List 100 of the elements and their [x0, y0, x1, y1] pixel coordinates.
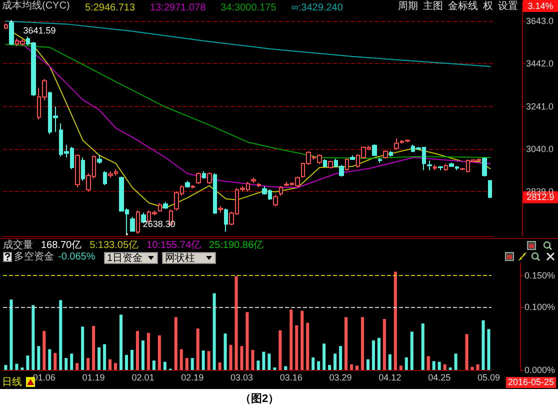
- candlestick: [191, 184, 195, 189]
- candlestick: [202, 170, 206, 180]
- text: 成交量: [3, 240, 33, 251]
- bar: [42, 330, 46, 370]
- bar: [421, 323, 424, 370]
- candlestick: [372, 144, 377, 156]
- bar: [234, 276, 238, 370]
- bar: [366, 359, 370, 370]
- candlestick: [345, 158, 349, 172]
- bar: [130, 350, 134, 370]
- candlestick: [130, 216, 135, 232]
- bar: [190, 358, 194, 370]
- candlestick: [251, 177, 256, 184]
- annotation: 3641.59: [23, 25, 56, 36]
- bar: [59, 300, 62, 370]
- candlestick: [394, 138, 399, 150]
- candlestick: [482, 157, 487, 178]
- annotation: 2638.30: [142, 219, 176, 230]
- y-tick-label: 3040.0: [526, 144, 554, 154]
- x-tick-label: 03.16: [280, 372, 302, 382]
- bar: [290, 310, 293, 370]
- text: 25:190.86亿: [209, 240, 264, 251]
- text: 日线: [2, 377, 22, 388]
- candlestick: [207, 172, 212, 185]
- text: 13:2971.078: [150, 2, 206, 14]
- bar: [124, 354, 128, 370]
- bar: [273, 367, 276, 370]
- candlestick: [389, 150, 393, 157]
- y-tick-label: 0.000%: [524, 365, 556, 375]
- bar: [404, 357, 408, 370]
- bar: [256, 360, 260, 370]
- candlestick: [378, 157, 382, 164]
- candlestick: [383, 150, 388, 160]
- bar: [152, 360, 156, 370]
- chart-title: 多空资金: [14, 250, 54, 262]
- bar: [372, 340, 375, 370]
- y-tick-label: 3241.0: [526, 101, 554, 112]
- bar: [454, 354, 458, 370]
- x-tick-label: 04.12: [378, 372, 402, 382]
- bar: [334, 354, 337, 370]
- candlestick: [4, 22, 8, 30]
- bar: [394, 272, 397, 370]
- x-tick-label: 03.29: [329, 372, 352, 382]
- bar: [295, 325, 298, 370]
- bar: [443, 364, 446, 370]
- annotation: 网状柱: [164, 253, 195, 264]
- bar: [146, 332, 150, 370]
- candlestick: [257, 182, 261, 188]
- bar: [300, 310, 304, 370]
- line-series: [5, 20, 491, 67]
- bar: [120, 314, 123, 370]
- bar: [487, 329, 490, 370]
- candlestick: [273, 194, 278, 207]
- bar: [317, 361, 320, 370]
- annotation: 主图: [423, 1, 443, 12]
- bar: [86, 358, 90, 370]
- line-series: [5, 44, 491, 159]
- bar: [350, 364, 354, 370]
- candlestick: [97, 154, 102, 164]
- candlestick: [438, 165, 443, 171]
- candlestick: [433, 164, 437, 171]
- bar: [438, 362, 441, 370]
- text: （图2）: [240, 393, 280, 405]
- annotation: 权: [483, 1, 493, 12]
- bar: [98, 347, 101, 370]
- bar: [229, 344, 232, 370]
- bar: [399, 366, 402, 370]
- bar: [108, 359, 112, 370]
- candlestick: [196, 172, 201, 185]
- bar: [218, 362, 222, 370]
- text: 3.14%: [528, 1, 554, 11]
- bar: [141, 340, 144, 370]
- bar: [377, 338, 380, 370]
- bar: [360, 317, 364, 370]
- line-series: [16, 38, 491, 188]
- bar: [246, 312, 249, 370]
- candlestick: [224, 208, 228, 232]
- bar: [54, 353, 57, 370]
- bar: [48, 349, 52, 370]
- bar: [224, 333, 227, 370]
- candlestick: [218, 206, 223, 214]
- bar: [10, 300, 13, 370]
- candlestick: [185, 180, 190, 188]
- bar: [4, 364, 8, 370]
- bar: [185, 358, 188, 370]
- annotation: 周期: [398, 1, 418, 12]
- bar: [426, 356, 430, 370]
- bar: [262, 352, 266, 370]
- bar: [76, 363, 79, 370]
- candlestick: [103, 170, 107, 186]
- text: 5:2946.713: [85, 2, 136, 14]
- bar: [207, 351, 210, 370]
- text: 10:155.74亿: [146, 240, 202, 251]
- text: 5:133.05亿: [90, 240, 139, 251]
- bar: [448, 367, 452, 370]
- text: ∞:3429.240: [291, 2, 344, 14]
- bar: [196, 328, 200, 370]
- bar: [158, 335, 161, 370]
- chart-subtitle: -0.065%: [58, 252, 96, 262]
- bar: [212, 293, 216, 370]
